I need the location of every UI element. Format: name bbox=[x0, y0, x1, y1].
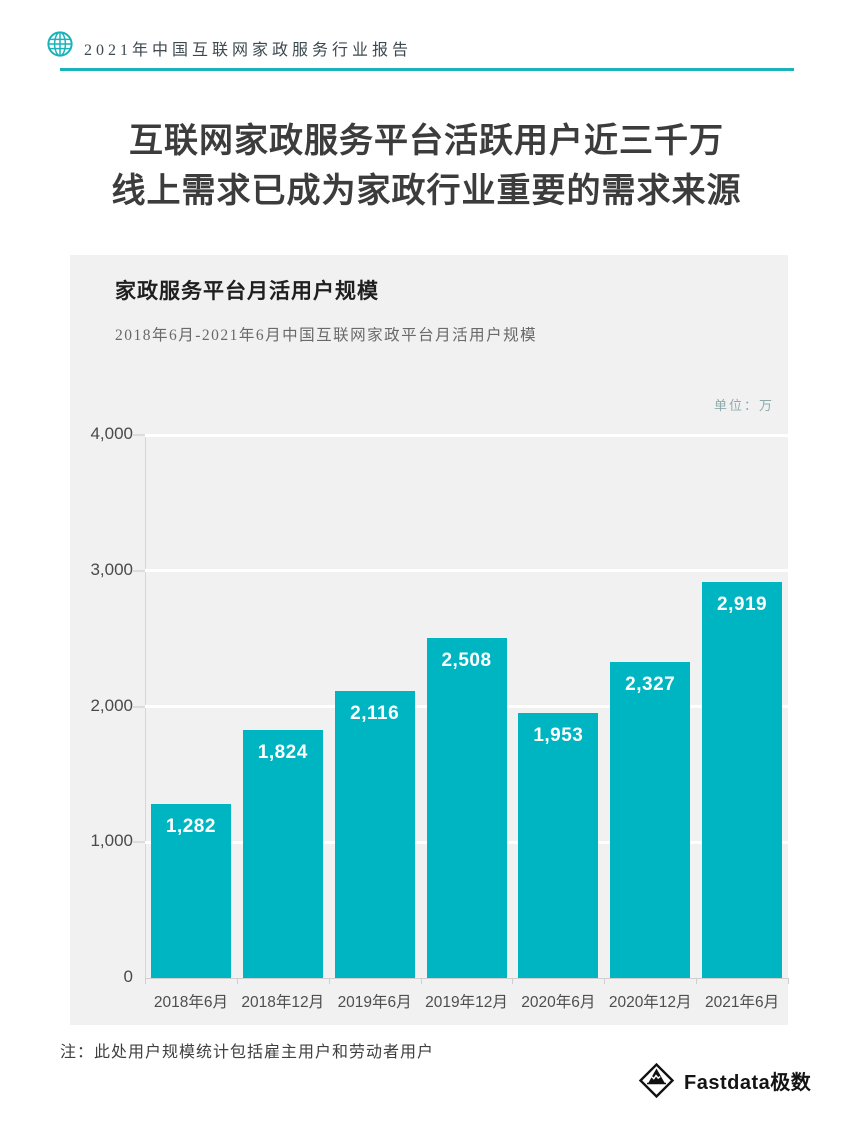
y-tick-label: 4,000 bbox=[90, 424, 133, 443]
x-tick-label: 2019年6月 bbox=[337, 994, 412, 1011]
chart-title: 家政服务平台月活用户规模 bbox=[115, 280, 379, 303]
gridline bbox=[145, 569, 788, 573]
x-axis-tick bbox=[420, 978, 422, 984]
bar-value-label: 1,282 bbox=[165, 815, 216, 837]
x-axis-tick bbox=[145, 978, 146, 984]
y-tick-label: 1,000 bbox=[90, 831, 133, 851]
x-axis-tick bbox=[328, 978, 330, 984]
x-axis-tick bbox=[696, 978, 698, 984]
bar: 1,824 bbox=[242, 730, 323, 978]
bar: 2,116 bbox=[334, 690, 415, 978]
fastdata-mountain-icon bbox=[638, 1062, 675, 1099]
chart-subtitle: 2018年6月-2021年6月中国互联网家政平台月活用户规模 bbox=[115, 327, 538, 344]
globe-icon bbox=[47, 31, 73, 57]
bar: 2,327 bbox=[610, 662, 691, 978]
y-tick-label: 3,000 bbox=[90, 559, 133, 579]
x-tick-label: 2018年6月 bbox=[153, 994, 228, 1011]
bar-value-label: 1,953 bbox=[533, 724, 584, 746]
bar: 1,282 bbox=[150, 803, 231, 978]
logo-text: Fastdata极数 bbox=[684, 1072, 812, 1094]
x-tick-label: 2018年12月 bbox=[241, 994, 325, 1011]
y-axis-tick bbox=[133, 841, 145, 844]
y-axis-tick bbox=[133, 705, 145, 708]
chart-unit-label: 单位：万 bbox=[713, 398, 774, 413]
y-axis-tick bbox=[133, 434, 145, 436]
bar-value-label: 2,508 bbox=[441, 649, 492, 671]
headline-line-2: 线上需求已成为家政行业重要的需求来源 bbox=[111, 172, 742, 210]
bar-value-label: 2,327 bbox=[625, 674, 676, 696]
headline-line-1: 互联网家政服务平台活跃用户近三千万 bbox=[129, 122, 724, 160]
report-header: 2021年中国互联网家政服务行业报告 bbox=[0, 0, 853, 72]
bar: 2,919 bbox=[702, 581, 783, 978]
page-headline: 互联网家政服务平台活跃用户近三千万 线上需求已成为家政行业重要的需求来源 bbox=[0, 116, 853, 216]
x-tick-label: 2020年6月 bbox=[521, 994, 596, 1011]
fastdata-logo: Fastdata极数 bbox=[638, 1062, 811, 1099]
bar-value-label: 2,116 bbox=[350, 702, 400, 724]
x-axis-tick bbox=[604, 978, 606, 984]
y-axis-tick bbox=[133, 569, 145, 572]
y-tick-label: 2,000 bbox=[90, 695, 133, 715]
footnote: 注：此处用户规模统计包括雇主用户和劳动者用户 bbox=[60, 1044, 435, 1061]
x-axis-tick bbox=[236, 978, 238, 984]
x-axis-line bbox=[145, 978, 788, 979]
bar: 2,508 bbox=[426, 637, 507, 978]
x-axis-tick bbox=[512, 978, 514, 984]
bar: 1,953 bbox=[518, 712, 599, 978]
x-tick-label: 2019年12月 bbox=[425, 994, 508, 1011]
plot-area: 0 1,000 2,000 3,000 4,000 1,282 1,824 2,116 2,50… bbox=[90, 424, 789, 1011]
chart-panel: 家政服务平台月活用户规模 2018年6月-2021年6月中国互联网家政平台月活用… bbox=[70, 255, 789, 1025]
bar-value-label: 2,919 bbox=[717, 593, 768, 615]
x-tick-label: 2020年12月 bbox=[608, 994, 692, 1011]
x-tick-label: 2021年6月 bbox=[705, 994, 780, 1011]
y-tick-label: 0 bbox=[123, 967, 133, 986]
header-divider bbox=[60, 68, 794, 71]
report-title: 2021年中国互联网家政服务行业报告 bbox=[84, 42, 413, 59]
gridline bbox=[145, 433, 788, 437]
x-axis-tick bbox=[788, 978, 789, 984]
bar-value-label: 1,824 bbox=[257, 742, 308, 764]
